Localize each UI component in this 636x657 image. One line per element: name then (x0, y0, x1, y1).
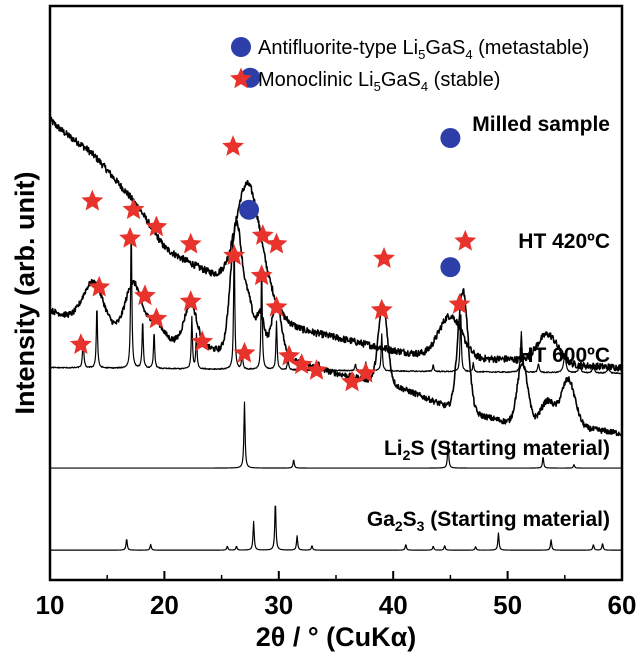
monoclinic-marker (81, 189, 104, 211)
series-line-ht-420-c (49, 220, 623, 437)
monoclinic-marker (305, 358, 328, 380)
antifluorite-marker (440, 128, 461, 149)
trace-label-milled-sample: Milled sample (472, 113, 610, 136)
legend-circle-marker (231, 37, 251, 57)
monoclinic-marker (122, 198, 145, 220)
series-line-milled-sample (49, 116, 623, 372)
monoclinic-marker (370, 298, 393, 320)
legend-star-marker (230, 67, 252, 89)
antifluorite-marker (440, 257, 461, 278)
monoclinic-marker (179, 232, 202, 254)
monoclinic-marker (265, 295, 288, 317)
monoclinic-marker (454, 229, 477, 251)
x-tick-label: 40 (379, 590, 408, 620)
x-tick-label: 50 (493, 590, 522, 620)
antifluorite-marker (239, 199, 260, 220)
monoclinic-marker (134, 284, 156, 306)
monoclinic-marker (145, 307, 168, 329)
monoclinic-marker (222, 135, 244, 156)
trace-label-ht-600-c: HT 600ºC (518, 344, 610, 367)
monoclinic-marker (265, 232, 288, 254)
monoclinic-marker (448, 292, 471, 314)
x-tick-label: 20 (150, 590, 179, 620)
x-tick-label: 60 (608, 590, 636, 620)
monoclinic-marker (233, 341, 256, 363)
x-axis-title: 2θ / ° (CuKα) (256, 622, 416, 652)
monoclinic-marker (290, 353, 313, 375)
y-axis-title: Intensity (arb. unit) (10, 172, 40, 415)
legend-entry-antifluorite: Antifluorite-type Li5GaS4 (metastable) (258, 37, 589, 62)
series-line-li2s-starting-material (49, 401, 623, 469)
monoclinic-marker (145, 215, 168, 237)
monoclinic-marker (251, 224, 274, 245)
monoclinic-marker (341, 370, 363, 392)
x-tick-label: 10 (36, 590, 65, 620)
peak-markers (69, 67, 477, 392)
monoclinic-marker (223, 244, 246, 265)
trace-label-ht-420-c: HT 420ºC (518, 230, 610, 253)
monoclinic-marker (250, 264, 273, 286)
monoclinic-marker (191, 330, 214, 352)
monoclinic-marker (88, 275, 111, 297)
x-tick-label: 30 (264, 590, 293, 620)
trace-labels: Milled sample HT 420ºC HT 600ºC Li2S (Start… (367, 113, 610, 534)
series-line-ga2s3-starting-material (49, 505, 623, 551)
legend-entry-monoclinic: Monoclinic Li5GaS4 (stable) (258, 69, 500, 94)
legend: Antifluorite-type Li5GaS4 (metastable) M… (230, 37, 589, 94)
trace-label-ga2s3-starting-material: Ga2S3 (Starting material) (367, 508, 610, 534)
monoclinic-marker (119, 226, 142, 248)
series-line-ht-600-c (49, 235, 623, 375)
monoclinic-marker (179, 290, 202, 311)
x-axis: 10 20 30 40 50 60 (36, 571, 636, 620)
traces (49, 116, 623, 551)
monoclinic-marker (354, 361, 377, 383)
monoclinic-marker (278, 344, 301, 366)
monoclinic-marker (373, 247, 395, 268)
monoclinic-marker (69, 333, 92, 354)
trace-label-li2s-starting-material: Li2S (Starting material) (384, 437, 610, 463)
